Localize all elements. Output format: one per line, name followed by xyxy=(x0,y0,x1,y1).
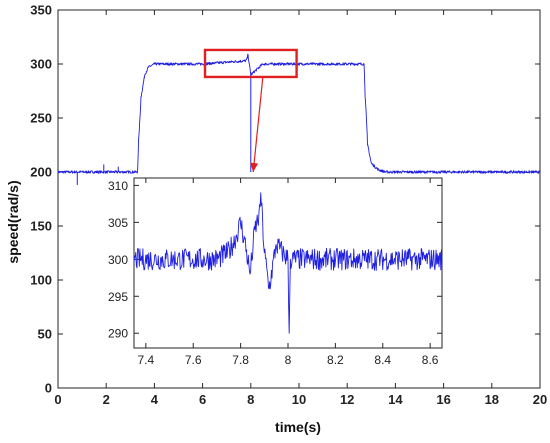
main-y-tick-label: 100 xyxy=(30,273,52,288)
main-y-tick-label: 350 xyxy=(30,3,52,18)
zoom-arrow-head xyxy=(250,162,259,172)
inset-x-tick-label: 8 xyxy=(285,353,292,367)
main-y-tick-label: 0 xyxy=(45,381,52,396)
inset-axes: 7.4 7.6 7.8 8 8.2 8.4 8.6 290 295 300 305 310 xyxy=(108,177,443,367)
inset-x-tick-label: 8.6 xyxy=(422,353,439,367)
main-x-tick-label: 6 xyxy=(199,392,206,407)
main-y-tick-label: 250 xyxy=(30,111,52,126)
main-x-tick-label: 18 xyxy=(485,392,499,407)
inset-x-tick-label: 7.6 xyxy=(185,353,202,367)
inset-series xyxy=(133,192,443,334)
y-axis-label: speed(rad/s) xyxy=(5,180,21,263)
inset-y-tick-label: 305 xyxy=(108,216,128,230)
inset-x-tick-label: 7.8 xyxy=(232,353,249,367)
inset-y-tick-label: 300 xyxy=(108,253,128,267)
x-axis-label: time(s) xyxy=(275,419,321,435)
main-y-tick-label: 150 xyxy=(30,219,52,234)
inset-x-tick-label: 8.4 xyxy=(374,353,391,367)
inset-x-tick-label: 8.2 xyxy=(327,353,344,367)
zoom-arrow-line xyxy=(252,76,264,173)
main-x-tick-label: 2 xyxy=(103,392,110,407)
main-series-line xyxy=(57,53,541,174)
main-x-tick-label: 12 xyxy=(340,392,354,407)
inset-y-tick-label: 295 xyxy=(108,290,128,304)
main-x-tick-label: 14 xyxy=(388,392,403,407)
inset-series-line xyxy=(133,192,443,334)
inset-y-tick-label: 290 xyxy=(108,327,128,341)
zoom-highlight-box xyxy=(203,48,298,79)
main-x-tick-label: 10 xyxy=(292,392,306,407)
main-series xyxy=(57,53,541,185)
main-y-tick-label: 200 xyxy=(30,165,52,180)
inset-y-tick-label: 310 xyxy=(108,179,128,193)
main-y-tick-label: 300 xyxy=(30,57,52,72)
main-y-tick-label: 50 xyxy=(38,327,52,342)
main-annotations xyxy=(203,48,298,173)
main-x-tick-label: 0 xyxy=(54,392,61,407)
main-x-tick-label: 8 xyxy=(247,392,254,407)
main-x-tick-label: 16 xyxy=(436,392,450,407)
inset-x-tick-label: 7.4 xyxy=(138,353,155,367)
main-x-tick-label: 20 xyxy=(533,392,547,407)
main-x-tick-label: 4 xyxy=(151,392,159,407)
